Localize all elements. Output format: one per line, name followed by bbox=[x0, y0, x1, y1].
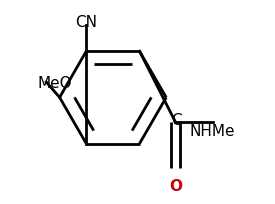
Text: MeO: MeO bbox=[37, 75, 72, 90]
Text: O: O bbox=[169, 178, 182, 193]
Text: NHMe: NHMe bbox=[190, 123, 235, 138]
Text: CN: CN bbox=[75, 15, 97, 30]
Text: C: C bbox=[171, 113, 182, 128]
